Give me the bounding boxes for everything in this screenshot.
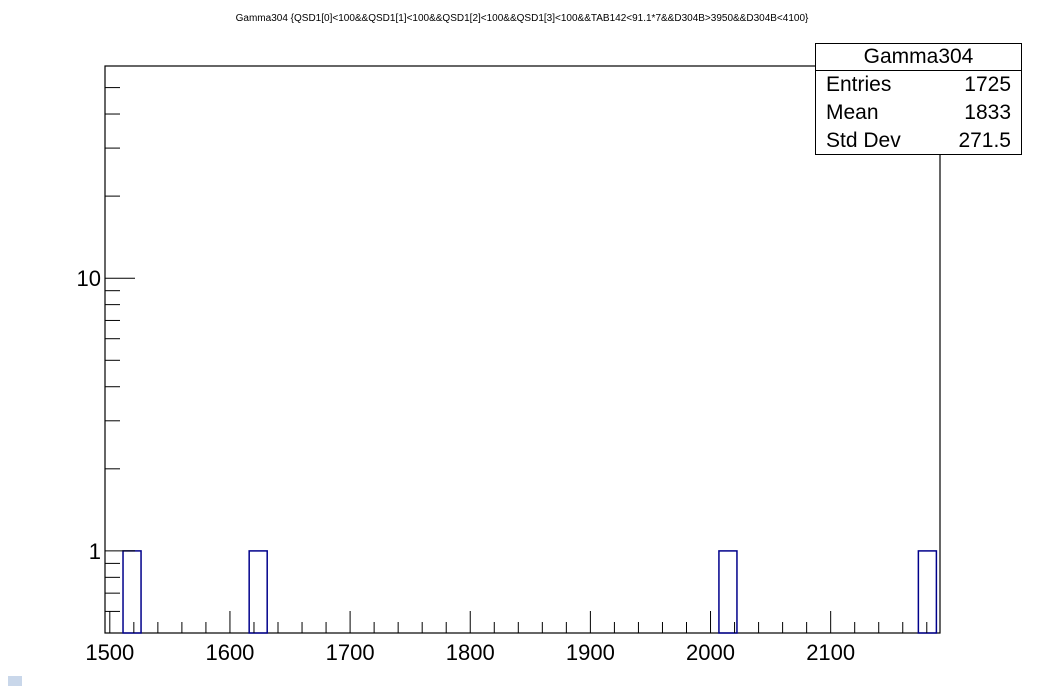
y-tick-label: 1	[89, 539, 101, 564]
stats-stddev-value: 271.5	[958, 129, 1011, 152]
x-tick-label: 2000	[686, 640, 735, 665]
histogram-bar-3	[718, 550, 738, 634]
stats-mean-label: Mean	[826, 101, 879, 124]
corner-marker	[8, 676, 22, 686]
stats-entries-value: 1725	[964, 73, 1011, 96]
histogram-bar-1	[122, 550, 142, 634]
histogram-bar-2	[248, 550, 268, 634]
histogram-bar-4	[917, 550, 938, 634]
x-tick-label: 1700	[326, 640, 375, 665]
y-tick-label: 10	[77, 266, 101, 291]
stats-title: Gamma304	[816, 44, 1021, 71]
stats-mean-value: 1833	[964, 101, 1011, 124]
x-tick-label: 2100	[806, 640, 855, 665]
stats-row-stddev: Std Dev 271.5	[816, 127, 1021, 155]
x-tick-label: 1500	[85, 640, 134, 665]
plot-frame	[104, 65, 941, 634]
x-tick-label: 1900	[566, 640, 615, 665]
stats-box[interactable]: Gamma304 Entries 1725 Mean 1833 Std Dev …	[815, 43, 1022, 155]
axes-group: 1500 1600 1700 1800 1900 2000 2100 1 10	[77, 65, 928, 665]
stats-entries-label: Entries	[826, 73, 892, 96]
x-tick-label: 1800	[446, 640, 495, 665]
x-tick-label: 1600	[205, 640, 254, 665]
chart-title: Gamma304 {QSD1[0]<100&&QSD1[1]<100&&QSD1…	[236, 13, 809, 24]
stats-stddev-label: Std Dev	[826, 129, 901, 152]
stats-row-mean: Mean 1833	[816, 99, 1021, 127]
bars-group	[122, 550, 938, 634]
stats-row-entries: Entries 1725	[816, 71, 1021, 99]
